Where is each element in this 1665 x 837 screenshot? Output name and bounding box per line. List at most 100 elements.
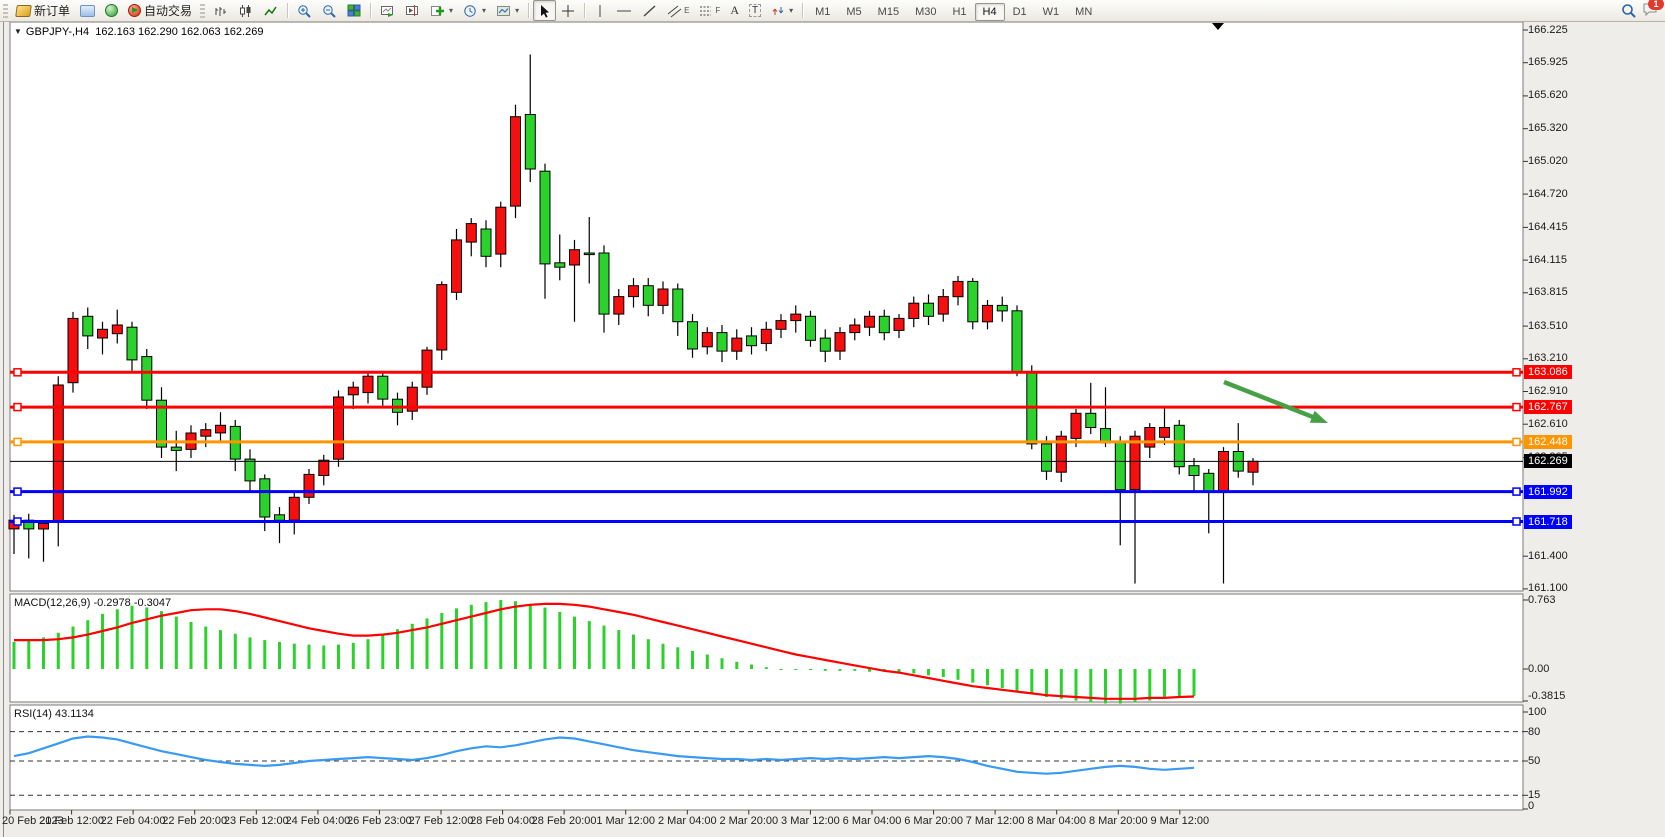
- candle-down: [377, 375, 389, 400]
- candle-up: [1070, 412, 1082, 439]
- line-anchor-marker[interactable]: [13, 402, 22, 412]
- macd-histogram-bar: [263, 640, 267, 669]
- text-tool[interactable]: A: [730, 3, 739, 17]
- macd-histogram-bar: [56, 632, 60, 669]
- arrow-symbols-icon: [772, 6, 784, 15]
- line-chart-button[interactable]: [258, 0, 283, 21]
- macd-histogram-bar: [233, 633, 237, 669]
- candle-up: [495, 206, 507, 255]
- autotrading-button[interactable]: 自动交易: [123, 0, 197, 21]
- zoom-out-button[interactable]: [317, 0, 342, 21]
- trend-arrow-annotation[interactable]: [1223, 379, 1317, 421]
- macd-histogram-bar: [1015, 669, 1019, 692]
- auto-scroll-button[interactable]: [375, 0, 400, 21]
- line-anchor-marker[interactable]: [1512, 487, 1521, 496]
- line-anchor-marker[interactable]: [1512, 517, 1521, 526]
- timeframe-button-d1[interactable]: D1: [1012, 5, 1027, 18]
- crosshair-tool-button[interactable]: [556, 0, 580, 21]
- trendline-tool[interactable]: [637, 0, 662, 21]
- macd-histogram-bar: [823, 669, 827, 671]
- toolbar-grip[interactable]: [200, 3, 206, 18]
- candle-up: [701, 332, 713, 348]
- candlestick-chart-button[interactable]: [233, 0, 258, 21]
- channel-tool[interactable]: E: [662, 0, 694, 21]
- timeframe-button-m5[interactable]: M5: [846, 5, 862, 18]
- macd-histogram-bar: [617, 630, 621, 669]
- line-price-tag: 163.086: [1524, 365, 1572, 380]
- time-tick-label: 8 Mar 20:00: [1088, 815, 1148, 827]
- line-anchor-marker[interactable]: [13, 487, 22, 496]
- current-price-tag: 162.269: [1524, 454, 1572, 469]
- price-tick-label: 162.610: [1528, 417, 1568, 430]
- candle-down: [746, 335, 757, 347]
- text-label-tool[interactable]: T: [744, 0, 766, 21]
- symbol-dropdown-icon[interactable]: ▼: [14, 27, 22, 36]
- print-icon: [80, 4, 96, 17]
- line-anchor-marker[interactable]: [1512, 402, 1521, 412]
- timeframe-button-w1[interactable]: W1: [1042, 5, 1060, 18]
- line-anchor-marker[interactable]: [1512, 368, 1521, 377]
- templates-button[interactable]: ▾: [491, 0, 524, 21]
- candle-up: [893, 317, 905, 331]
- cursor-tool-button[interactable]: [533, 0, 557, 21]
- macd-histogram-bar: [661, 643, 665, 669]
- macd-histogram-bar: [764, 667, 768, 669]
- new-order-button[interactable]: 新订单: [11, 0, 75, 21]
- candle-down: [1011, 310, 1023, 373]
- line-anchor-marker[interactable]: [13, 437, 22, 447]
- macd-histogram-bar: [469, 604, 473, 669]
- chart-shift-button[interactable]: [400, 0, 425, 21]
- fibonacci-tool[interactable]: F: [694, 0, 725, 21]
- trend-arrow-head[interactable]: [1309, 410, 1328, 423]
- macd-histogram-bar: [986, 669, 989, 686]
- candle-up: [1218, 451, 1229, 493]
- timeframe-button-h4[interactable]: H4: [974, 2, 1005, 21]
- candle-down: [1085, 412, 1097, 428]
- macd-histogram-bar: [750, 664, 753, 669]
- candle-down: [554, 262, 566, 268]
- timeframe-button-m15[interactable]: M15: [877, 5, 900, 18]
- candle-up: [760, 328, 772, 344]
- price-tick-label: 165.620: [1528, 89, 1568, 102]
- candle-up: [38, 523, 49, 530]
- periods-button[interactable]: ▾: [458, 0, 491, 21]
- macd-histogram-bar: [322, 645, 326, 669]
- toolbar-grip[interactable]: [3, 3, 8, 18]
- price-tick-label: 163.210: [1528, 352, 1568, 365]
- zoom-in-button[interactable]: [292, 0, 317, 21]
- macd-histogram-bar: [941, 669, 945, 678]
- print-button[interactable]: [75, 0, 100, 21]
- vertical-line-tool[interactable]: [589, 0, 611, 21]
- price-tick-label: 164.720: [1528, 187, 1568, 200]
- timeframe-button-m30[interactable]: M30: [915, 5, 937, 18]
- timeframe-button-m1[interactable]: M1: [815, 5, 831, 18]
- macd-histogram-bar: [632, 634, 635, 669]
- line-anchor-marker[interactable]: [13, 517, 22, 526]
- macd-histogram-bar: [956, 669, 960, 680]
- tile-windows-button[interactable]: [342, 0, 366, 21]
- bar-chart-button[interactable]: [208, 0, 233, 21]
- timeframe-button-mn[interactable]: MN: [1075, 5, 1093, 18]
- candle-up: [451, 239, 462, 293]
- arrows-tool[interactable]: ▾: [766, 0, 798, 21]
- indicators-button[interactable]: ▾: [425, 0, 458, 21]
- equidistant-channel-icon: [667, 5, 682, 17]
- macd-histogram-bar: [160, 611, 163, 669]
- bar-chart-icon: [215, 6, 227, 16]
- candle-up: [569, 249, 580, 266]
- line-anchor-marker[interactable]: [1512, 437, 1521, 447]
- line-anchor-marker[interactable]: [13, 368, 22, 377]
- candle-up: [465, 223, 477, 243]
- news-button[interactable]: [100, 0, 123, 21]
- notifications-button[interactable]: 1: [1642, 0, 1664, 20]
- macd-histogram-bar: [1104, 669, 1107, 704]
- macd-histogram-bar: [1074, 669, 1078, 701]
- chevron-down-icon: ▾: [789, 6, 794, 15]
- horizontal-line-tool[interactable]: [611, 0, 637, 21]
- search-icon[interactable]: [1621, 3, 1636, 18]
- symbol-period-label: GBPJPY-,H4: [25, 26, 90, 38]
- timeframe-button-h1[interactable]: H1: [952, 5, 967, 18]
- price-tick-label: 163.815: [1528, 286, 1568, 299]
- horizontal-line-icon: [617, 10, 632, 11]
